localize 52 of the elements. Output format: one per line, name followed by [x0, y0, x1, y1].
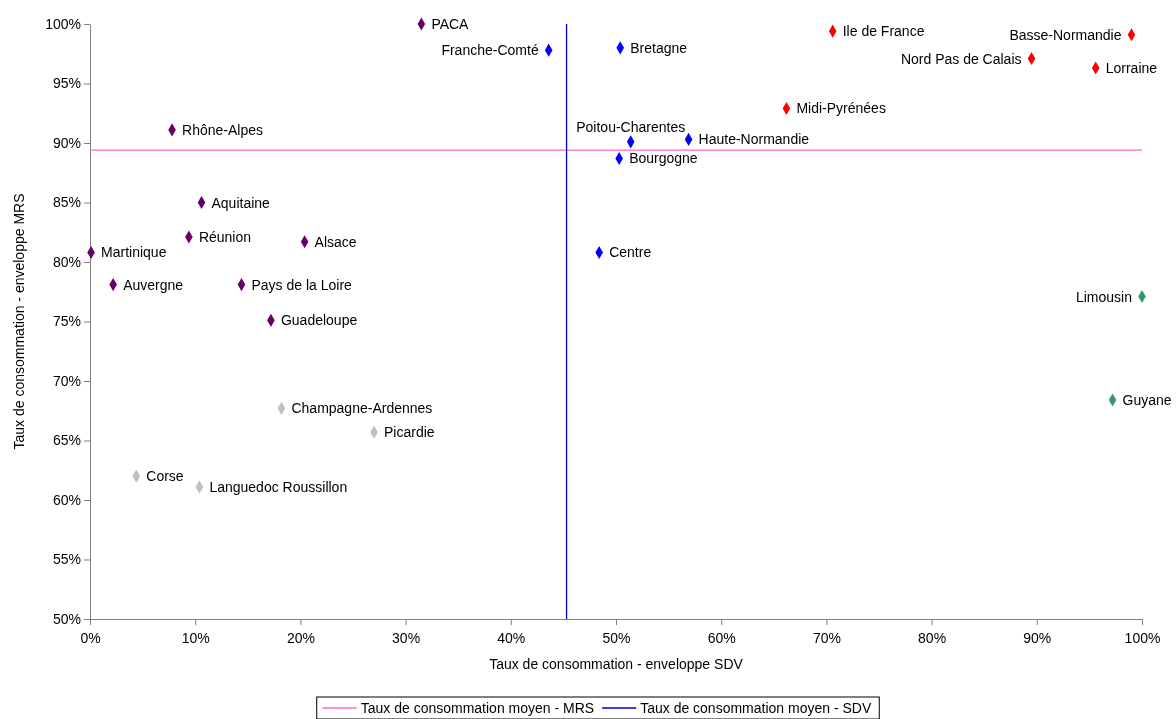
x-axis-title: Taux de consommation - enveloppe SDV [489, 656, 744, 672]
y-tick-label: 80% [52, 253, 81, 270]
annotation: Alsace [314, 233, 357, 250]
annotation: Nord Pas de Calais [900, 50, 1022, 67]
annotation: Réunion [198, 229, 252, 246]
y-tick-label: 70% [52, 372, 81, 389]
y-tick-label: 95% [52, 75, 81, 92]
y-tick-label: 85% [52, 194, 81, 211]
y-axis-title: Taux de consommation - enveloppe MRS [11, 193, 27, 450]
annotation: Guadeloupe [280, 312, 358, 329]
y-tick-label: 60% [52, 491, 81, 508]
annotation: Aquitaine [211, 194, 271, 211]
x-tick-label: 20% [286, 630, 315, 647]
x-tick-label: 10% [181, 630, 210, 647]
x-tick-label: 90% [1023, 630, 1052, 647]
x-tick-label: 100% [1124, 630, 1161, 647]
y-tick-label: 65% [52, 432, 81, 449]
y-tick-label: 90% [52, 134, 81, 151]
x-tick-label: 70% [812, 630, 841, 647]
annotation: Auvergne [123, 276, 184, 293]
annotation: Martinique [101, 244, 167, 261]
y-tick-label: 55% [52, 551, 81, 568]
x-tick-label: 40% [497, 630, 526, 647]
annotation: Haute-Normandie [698, 131, 810, 148]
y-tick-label: 100% [45, 15, 81, 32]
annotation: Lorraine [1105, 60, 1158, 77]
x-tick-label: 50% [602, 630, 631, 647]
y-tick-label: 50% [52, 610, 81, 627]
annotation: Rhône-Alpes [182, 121, 263, 138]
legend-label: Taux de consommation moyen - MRS [360, 700, 595, 716]
annotation: Limousin [1075, 288, 1132, 305]
annotation: Ile de France [842, 23, 925, 40]
annotation: Centre [609, 244, 652, 261]
x-tick-label: 30% [392, 630, 421, 647]
annotation: Corse [146, 468, 184, 485]
annotation: PACA [431, 16, 470, 32]
annotation: Franche-Comté [441, 42, 539, 59]
annotation: Basse-Normandie [1009, 26, 1122, 43]
annotation: Midi-Pyrénées [796, 100, 886, 117]
y-tick-label: 75% [52, 313, 81, 330]
annotation: Poitou-Charentes [576, 118, 686, 135]
annotation: Guyane [1122, 392, 1172, 409]
annotation: Champagne-Ardennes [291, 400, 433, 417]
annotation: Bretagne [630, 39, 688, 56]
annotation: Bourgogne [629, 150, 698, 167]
annotation: Languedoc Roussillon [209, 478, 348, 495]
x-tick-label: 80% [918, 630, 947, 647]
annotation: Pays de la Loire [251, 276, 353, 293]
x-tick-label: 60% [707, 630, 736, 647]
annotation: Picardie [384, 424, 435, 441]
legend-label: Taux de consommation moyen - SDV [640, 700, 872, 716]
x-tick-label: 0% [80, 630, 101, 647]
